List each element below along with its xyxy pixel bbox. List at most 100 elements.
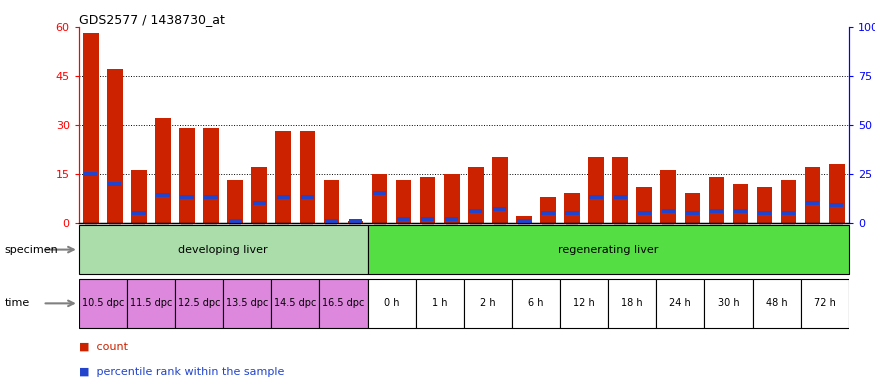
Bar — [228, 219, 242, 223]
Text: GDS2577 / 1438730_at: GDS2577 / 1438730_at — [79, 13, 225, 26]
Text: 14.5 dpc: 14.5 dpc — [274, 298, 317, 308]
Bar — [276, 131, 291, 223]
Text: 24 h: 24 h — [669, 298, 691, 308]
Bar — [661, 170, 676, 223]
Bar — [372, 174, 388, 223]
Bar — [517, 219, 530, 223]
Text: 1 h: 1 h — [432, 298, 447, 308]
Text: 12 h: 12 h — [573, 298, 595, 308]
Bar — [276, 195, 290, 199]
Bar — [564, 194, 580, 223]
Bar — [704, 279, 752, 328]
Bar — [251, 167, 267, 223]
Bar — [301, 195, 314, 199]
Bar — [613, 195, 626, 199]
Bar — [108, 182, 122, 185]
Bar — [180, 195, 193, 199]
Bar — [512, 279, 560, 328]
Bar — [565, 211, 578, 215]
Bar — [758, 211, 771, 215]
Bar — [516, 216, 532, 223]
Bar — [368, 225, 849, 274]
Text: time: time — [4, 298, 30, 308]
Bar — [368, 279, 416, 328]
Bar — [464, 279, 512, 328]
Bar — [228, 180, 243, 223]
Bar — [445, 217, 458, 221]
Bar — [830, 203, 844, 207]
Bar — [131, 170, 147, 223]
Bar — [710, 209, 723, 213]
Bar — [686, 211, 699, 215]
Bar — [732, 184, 748, 223]
Text: 0 h: 0 h — [384, 298, 399, 308]
Bar — [253, 201, 266, 205]
Bar — [590, 195, 603, 199]
Bar — [780, 180, 796, 223]
Text: regenerating liver: regenerating liver — [558, 245, 658, 255]
Text: 30 h: 30 h — [718, 298, 739, 308]
Text: ■  count: ■ count — [79, 341, 128, 352]
Text: 13.5 dpc: 13.5 dpc — [226, 298, 269, 308]
Text: 48 h: 48 h — [766, 298, 788, 308]
Bar — [132, 211, 145, 215]
Bar — [542, 211, 555, 215]
Bar — [684, 194, 700, 223]
Bar — [420, 177, 436, 223]
Bar — [84, 172, 97, 176]
Text: 11.5 dpc: 11.5 dpc — [130, 298, 172, 308]
Bar — [205, 195, 218, 199]
Text: 18 h: 18 h — [621, 298, 643, 308]
Bar — [397, 217, 410, 221]
Bar — [325, 219, 338, 223]
Bar — [636, 187, 652, 223]
Bar — [801, 279, 849, 328]
Bar — [782, 211, 795, 215]
Bar — [223, 279, 271, 328]
Bar — [662, 209, 675, 213]
Bar — [709, 177, 724, 223]
Bar — [373, 191, 386, 195]
Bar — [469, 209, 482, 213]
Text: 16.5 dpc: 16.5 dpc — [322, 298, 365, 308]
Text: 12.5 dpc: 12.5 dpc — [178, 298, 220, 308]
Bar — [540, 197, 556, 223]
Bar — [349, 219, 362, 223]
Text: 6 h: 6 h — [528, 298, 543, 308]
Bar — [324, 180, 340, 223]
Bar — [107, 70, 123, 223]
Bar — [175, 279, 223, 328]
Bar — [829, 164, 844, 223]
Text: 72 h: 72 h — [814, 298, 836, 308]
Bar — [79, 279, 127, 328]
Bar — [656, 279, 704, 328]
Text: ■  percentile rank within the sample: ■ percentile rank within the sample — [79, 366, 284, 377]
Text: developing liver: developing liver — [178, 245, 268, 255]
Bar — [319, 279, 368, 328]
Bar — [638, 211, 651, 215]
Bar — [806, 201, 819, 205]
Bar — [83, 33, 99, 223]
Bar — [299, 131, 315, 223]
Bar — [612, 157, 628, 223]
Bar — [608, 279, 656, 328]
Bar — [155, 118, 171, 223]
Bar — [416, 279, 464, 328]
Bar — [588, 157, 604, 223]
Bar — [752, 279, 801, 328]
Bar — [757, 187, 773, 223]
Bar — [347, 221, 363, 223]
Text: 10.5 dpc: 10.5 dpc — [81, 298, 124, 308]
Bar — [468, 167, 484, 223]
Bar — [179, 128, 195, 223]
Bar — [444, 174, 459, 223]
Bar — [203, 128, 219, 223]
Bar — [396, 180, 411, 223]
Bar — [492, 157, 508, 223]
Bar — [127, 279, 175, 328]
Bar — [157, 194, 170, 197]
Bar — [493, 207, 507, 211]
Bar — [271, 279, 319, 328]
Text: 2 h: 2 h — [480, 298, 495, 308]
Bar — [79, 225, 367, 274]
